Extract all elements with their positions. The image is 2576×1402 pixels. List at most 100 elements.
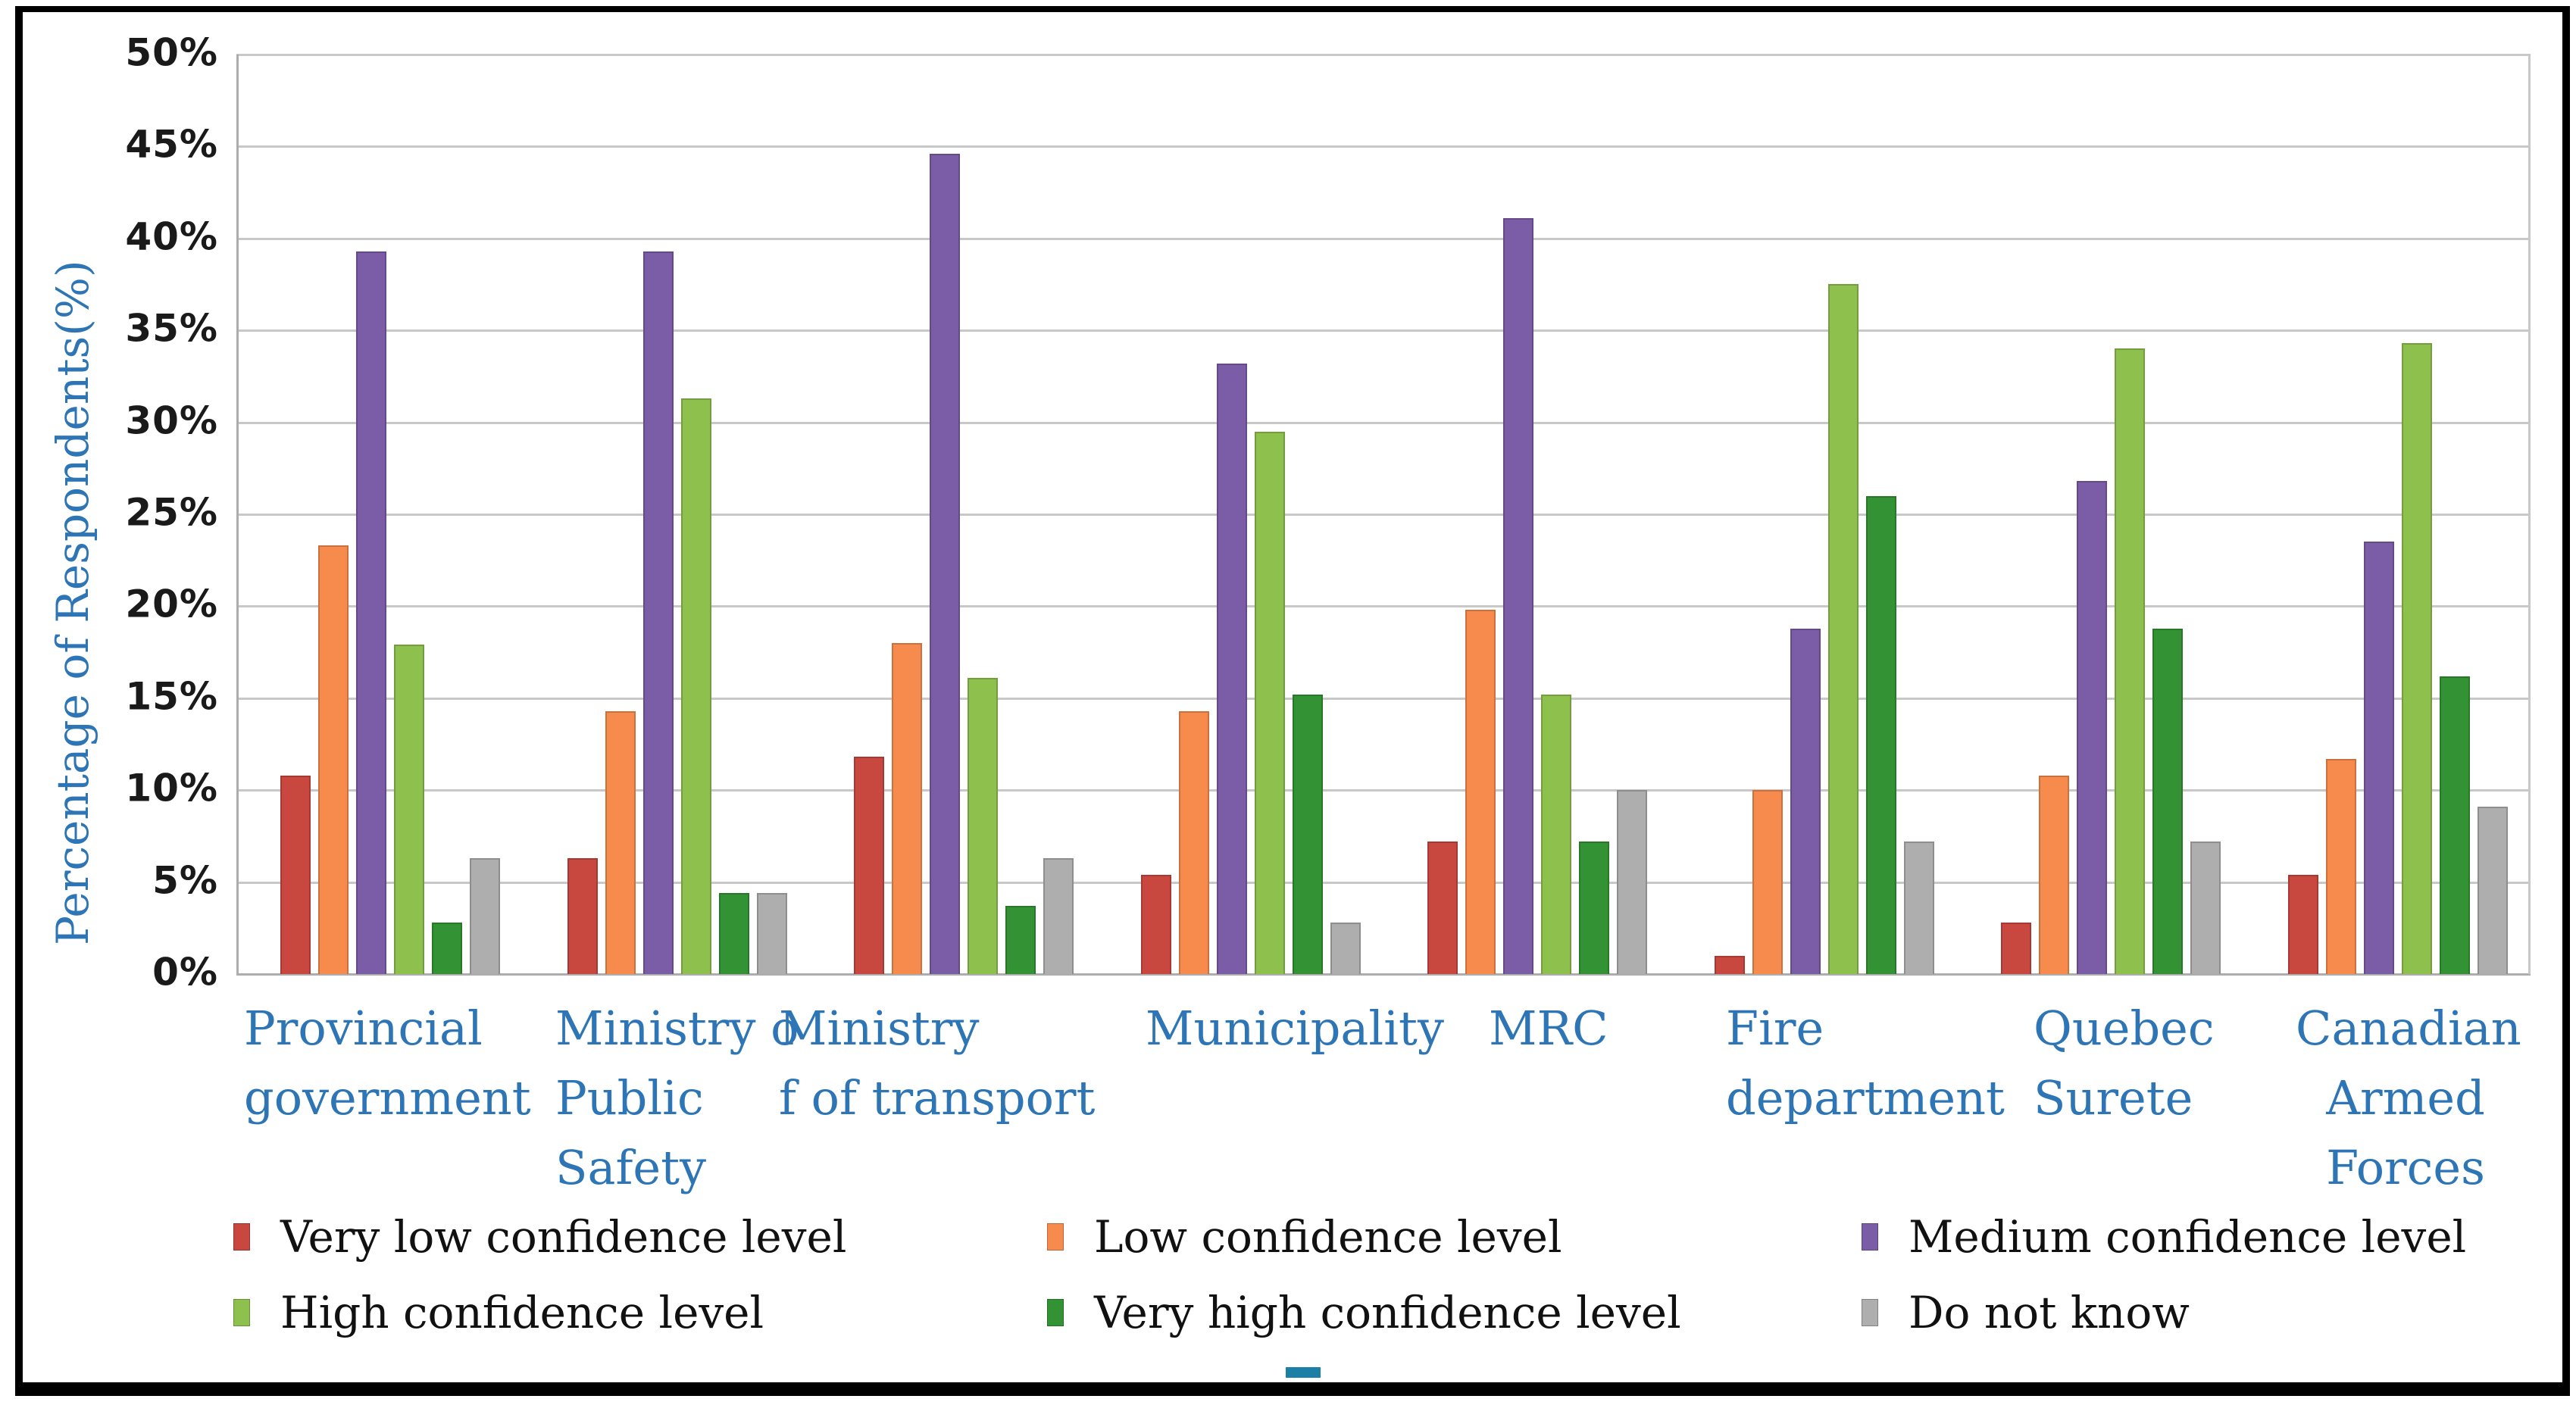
bar [470,858,500,974]
bar [2401,343,2432,974]
bar [2152,629,2183,974]
bar [567,858,598,974]
bar [1178,711,1209,974]
plot-right-line [2528,55,2531,974]
gridline [236,145,2531,148]
y-tick-label: 35% [125,306,218,351]
bar-group-canadian-armed-forces [2287,343,2508,974]
bar [356,251,386,974]
y-tick-label: 30% [125,398,218,443]
x-axis-label-line: Provincial [244,1001,483,1056]
bar [718,893,749,974]
bar [1714,956,1745,974]
y-tick-label: 15% [125,674,218,719]
bar [1865,496,1896,974]
x-axis-label-line: Quebec [2034,1001,2215,1056]
bar [930,154,960,974]
frame-border-left [15,6,23,1396]
bar [2190,842,2221,974]
frame-border-top [15,6,2570,12]
bar [1005,906,1036,974]
legend-swatch [1862,1299,1878,1326]
bar [1292,695,1323,974]
x-axis-label: Fire department [1726,994,2005,1133]
bar [1617,790,1647,974]
bar-group-quebec-surete [2001,348,2221,974]
gridline [236,789,2531,792]
bar [968,678,998,974]
bar [2077,481,2107,974]
x-axis-label: Municipality [1146,994,1444,1063]
bar [2115,348,2145,974]
x-axis-label-line: Forces [2326,1140,2485,1195]
gridline [236,697,2531,700]
legend-label: Low confidence level [1094,1211,1562,1263]
bar [2439,676,2470,974]
x-axis-label-line: Safety [555,1140,707,1195]
bar [432,923,462,974]
x-axis-label-line: MRC [1489,1001,1608,1056]
bar [318,545,349,974]
bar [1752,790,1783,974]
x-axis-label-line: Municipality [1146,1001,1444,1056]
bar [1427,842,1458,974]
bar [1579,842,1609,974]
y-axis-line [236,55,239,974]
y-tick-label: 5% [152,858,218,903]
gridline [236,421,2531,424]
y-tick-label: 25% [125,490,218,535]
y-tick-label: 10% [125,766,218,810]
frame-border-bottom [15,1382,2570,1396]
x-axis-label-line: Ministry [779,1001,980,1056]
bar-group-ministry-of-transport [854,154,1074,974]
bar [756,893,787,974]
bar-group-mrc [1427,218,1647,974]
gridline [236,54,2531,56]
gridline [236,514,2531,516]
bar [280,776,311,974]
gridline [236,329,2531,333]
legend-swatch [233,1299,250,1326]
bar [1254,432,1285,974]
bar [1465,610,1496,974]
bar [1043,858,1074,974]
legend-swatch [1047,1223,1064,1251]
x-axis-label-line: Surete [2034,1070,2193,1126]
frame-border-right [2562,6,2570,1396]
y-tick-label: 20% [125,582,218,627]
x-axis-label: Provincial government [244,994,531,1133]
legend-label: Do not know [1909,1287,2190,1338]
stray-teal-marker [1286,1367,1321,1378]
gridline [236,237,2531,240]
x-axis-label-line: Canadian [2296,1001,2521,1056]
bar [2001,923,2031,974]
x-axis-label-line: Ministry o [555,1001,799,1056]
legend-label: Medium confidence level [1909,1211,2467,1263]
legend-swatch [1047,1299,1064,1326]
x-axis-label-line: f of transport [779,1070,1096,1126]
bar [1503,218,1533,974]
x-axis-label-line: Public [555,1070,704,1126]
bar [1790,629,1821,974]
bar [892,643,922,974]
gridline [236,605,2531,608]
bar [680,398,711,974]
x-axis-label: Ministry f of transport [779,994,1095,1133]
bar-group-provincial-government [280,251,500,974]
gridline [236,881,2531,884]
bar [854,757,884,974]
bar [1140,875,1171,974]
bar [2287,875,2318,974]
x-axis-label: MRC [1489,994,1608,1063]
bar [2477,807,2508,974]
y-tick-label: 0% [152,950,218,995]
x-axis-label-line: government [244,1070,531,1126]
legend-label: Very high confidence level [1094,1287,1681,1338]
bar [2039,776,2069,974]
bar [642,251,674,974]
y-tick-label: 40% [125,214,218,259]
bar [1903,842,1934,974]
bar-group-ministry-of-public-safety [567,251,787,974]
legend-label: Very low confidence level [280,1211,847,1263]
